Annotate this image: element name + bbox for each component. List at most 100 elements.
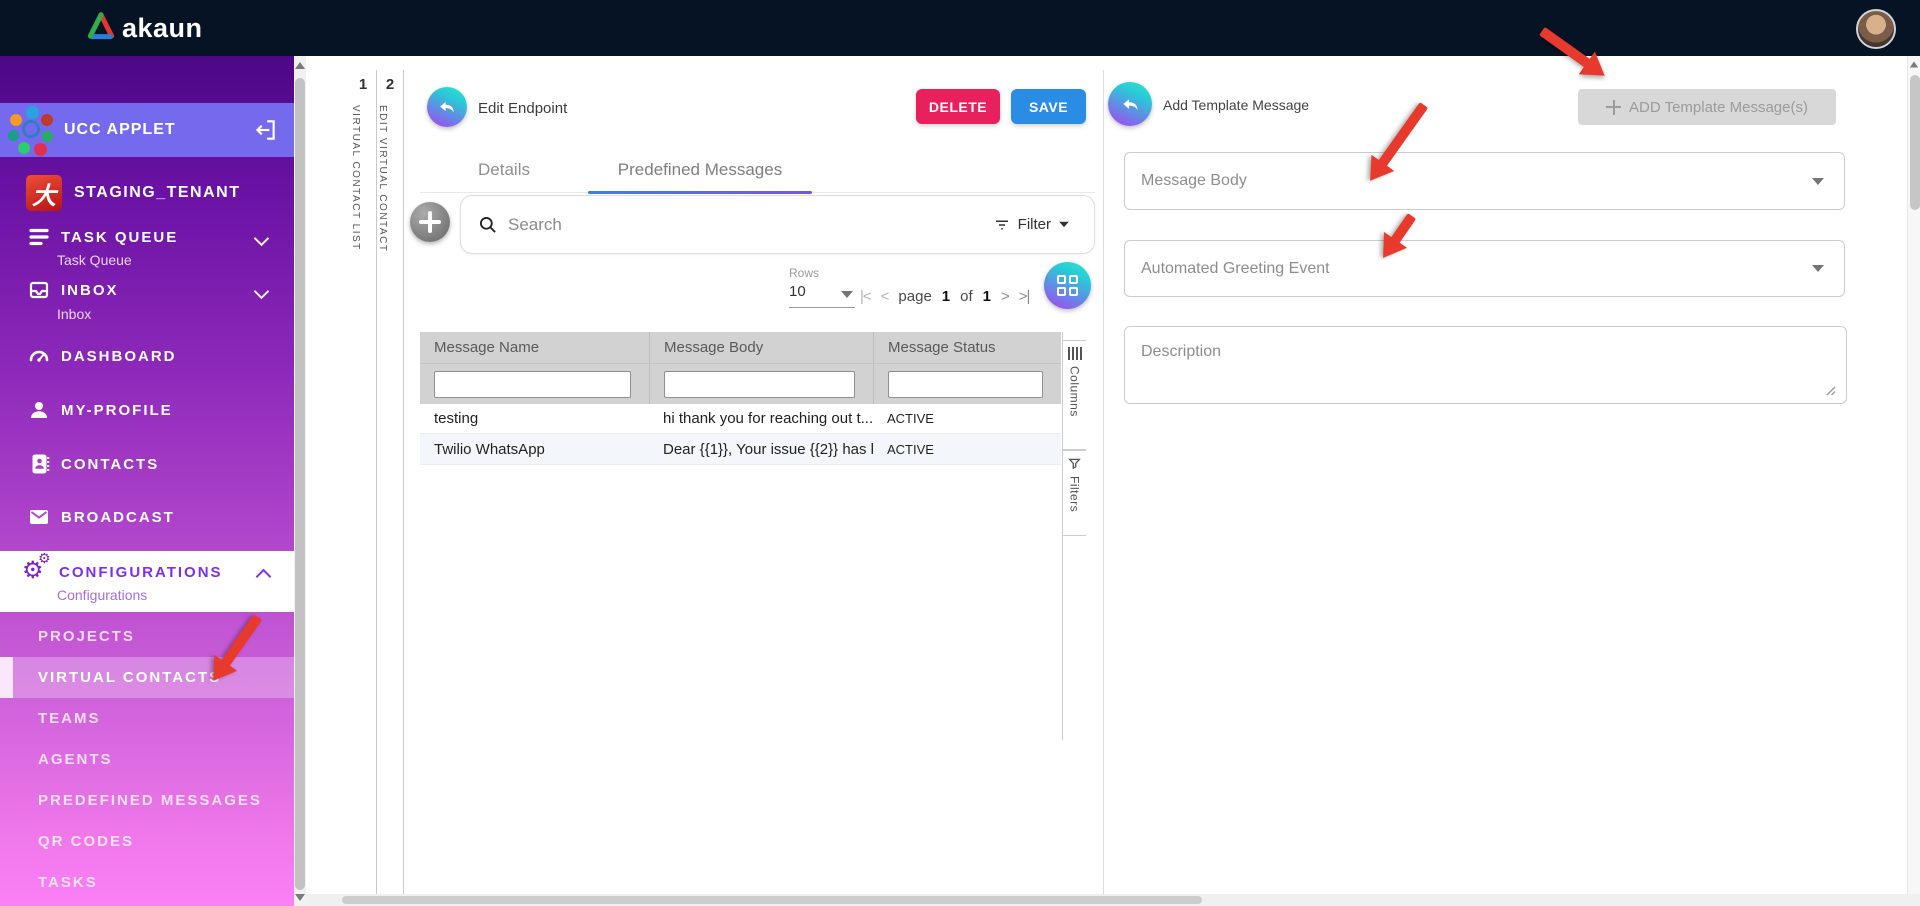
automated-greeting-event-label: Automated Greeting Event [1141,259,1330,277]
prev-page-button[interactable]: < [880,288,890,305]
column-header-message-status[interactable]: Message Status [873,332,1061,363]
sidebar-subitem-teams[interactable]: TEAMS [0,698,294,739]
sidebar-subitem-qr-codes[interactable]: QR CODES [0,821,294,862]
horizontal-scrollbar [306,894,1907,906]
resize-handle-icon[interactable] [1822,382,1836,396]
cell-message-body: Dear {{1}}, Your issue {{2}} has b... [663,440,873,458]
add-message-button[interactable] [410,202,450,242]
scroll-up-arrow-icon[interactable] [1909,61,1919,68]
filters-side-tab[interactable]: Filters [1063,450,1086,536]
cell-message-name: testing [434,410,479,427]
workspace-tab-2-number: 2 [385,76,395,93]
tab-predefined-messages[interactable]: Predefined Messages [617,160,783,179]
scroll-down-arrow-icon[interactable] [295,894,305,901]
funnel-icon [1068,458,1081,470]
columns-icon [1067,347,1082,360]
table-header-row: Message Name Message Body Message Status [420,332,1061,363]
next-page-button[interactable]: > [1001,288,1010,305]
sidebar-item-task-queue[interactable]: TASK QUEUE [0,219,294,255]
add-template-messages-label: ADD Template Message(s) [1629,98,1808,116]
columns-tab-label: Columns [1067,366,1082,417]
filter-label: Filter [1017,216,1051,233]
ucc-applet-label: UCC APPLET [64,121,176,138]
dashboard-icon [26,343,52,369]
total-pages: 1 [982,288,991,305]
column-header-message-name[interactable]: Message Name [434,339,540,356]
table-row[interactable]: Twilio WhatsApp Dear {{1}}, Your issue {… [420,434,1061,465]
chevron-down-icon[interactable] [253,283,270,300]
sidebar-subitem-tasks[interactable]: TASKS [0,862,294,903]
horizontal-scrollbar-thumb[interactable] [342,896,1202,904]
sidebar-item-contacts[interactable]: CONTACTS [0,446,294,482]
workspace-tab-1-label: VIRTUAL CONTACT LIST [350,105,361,251]
configurations-sublabel: Configurations [57,587,148,603]
task-queue-label: TASK QUEUE [61,228,179,246]
description-textarea[interactable] [1124,326,1847,404]
plus-icon [1606,99,1622,115]
akaun-triangle-icon [86,11,116,46]
page-word: page [898,288,932,305]
sidebar-subitem-projects[interactable]: PROJECTS [0,616,294,657]
configurations-gear-icon: ⚙ ⚙ [22,551,51,584]
columns-side-tab[interactable]: Columns [1063,340,1086,450]
brand-logo: akaun [86,11,203,46]
sidebar-item-dashboard[interactable]: DASHBOARD [0,338,294,374]
sidebar-scrollbar-thumb[interactable] [295,78,305,890]
back-button[interactable] [427,87,467,127]
filter-dropdown[interactable]: Filter [993,196,1070,253]
inbox-label: INBOX [61,281,119,299]
rows-per-page-select[interactable]: 10 [789,283,855,308]
grid-icon [1057,275,1078,296]
search-input[interactable] [506,213,890,236]
template-panel-title: Add Template Message [1163,97,1310,113]
sidebar-item-ucc-applet[interactable]: UCC APPLET [0,103,294,157]
sidebar-item-configurations[interactable]: ⚙ ⚙ CONFIGURATIONS Configurations [0,551,294,612]
sidebar-item-my-profile[interactable]: MY-PROFILE [0,392,294,428]
grid-view-button[interactable] [1044,262,1091,309]
sidebar-subitem-virtual-contacts[interactable]: VIRTUAL CONTACTS [0,657,294,698]
filter-input-message-body[interactable] [664,370,855,398]
sidebar: UCC APPLET 大 STAGING_TENANT TASK QUEUE T… [0,56,294,906]
search-bar: Filter [460,195,1095,254]
workspace-tab-2[interactable]: 2 EDIT VIRTUAL CONTACT [377,70,404,894]
chevron-up-icon[interactable] [255,568,272,585]
column-header-message-body[interactable]: Message Body [649,332,873,363]
window-scrollbar-thumb[interactable] [1910,75,1920,210]
exit-applet-icon[interactable] [252,117,278,143]
sidebar-subitem-predefined-messages[interactable]: PREDEFINED MESSAGES [0,780,294,821]
contacts-icon [26,451,52,477]
search-icon [478,215,498,235]
table-row[interactable]: testing hi thank you for reaching out t.… [420,404,1061,434]
tab-details[interactable]: Details [478,160,530,179]
save-button[interactable]: SAVE [1011,89,1086,124]
back-arrow-icon [440,101,454,113]
back-button[interactable] [1108,82,1152,126]
sidebar-item-tenant[interactable]: 大 STAGING_TENANT [0,168,294,218]
tenant-icon: 大 [26,175,62,211]
sidebar-item-inbox[interactable]: INBOX [0,272,294,308]
filter-input-message-status[interactable] [888,370,1043,398]
scroll-up-arrow-icon[interactable] [295,62,305,69]
page-title: Edit Endpoint [478,100,568,117]
sidebar-subitem-agents[interactable]: AGENTS [0,739,294,780]
task-queue-icon [26,224,52,250]
chevron-down-icon[interactable] [253,230,270,247]
workspace-tab-1[interactable]: 1 VIRTUAL CONTACT LIST [350,70,377,894]
current-page: 1 [941,288,951,305]
automated-greeting-event-select[interactable]: Automated Greeting Event [1124,240,1845,297]
filters-tab-label: Filters [1067,476,1082,513]
of-word: of [960,288,973,305]
table-filter-row [420,363,1061,404]
sidebar-scrollbar [294,56,306,906]
filter-input-message-name[interactable] [434,370,631,398]
message-body-select[interactable]: Message Body [1124,152,1845,210]
inbox-icon [26,277,52,303]
add-template-messages-button[interactable]: ADD Template Message(s) [1578,89,1836,125]
cell-message-status: ACTIVE [887,441,934,457]
delete-button[interactable]: DELETE [916,89,1000,124]
first-page-button[interactable]: |< [860,288,872,305]
sidebar-item-broadcast[interactable]: BROADCAST [0,499,294,535]
last-page-button[interactable]: >| [1018,288,1031,305]
caret-down-icon [1812,177,1824,185]
user-avatar[interactable] [1856,9,1896,49]
